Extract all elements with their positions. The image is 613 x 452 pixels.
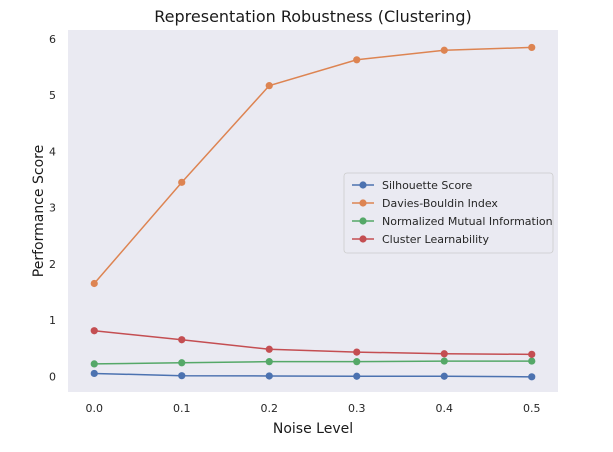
- series-line: [93, 46, 532, 285]
- y-tick-label: 2: [49, 258, 56, 271]
- series-line: [94, 329, 532, 356]
- legend-marker: [359, 217, 367, 225]
- legend-item: Cluster Learnability: [352, 233, 489, 246]
- legend-marker: [359, 181, 367, 189]
- data-point: [90, 369, 98, 378]
- data-point: [353, 348, 361, 356]
- data-point: [528, 357, 536, 365]
- chart-title: Representation Robustness (Clustering): [154, 7, 471, 26]
- data-point: [178, 372, 186, 380]
- data-point: [440, 372, 448, 380]
- series-davies-bouldin-index: [90, 43, 536, 288]
- y-tick-label: 6: [49, 33, 56, 46]
- data-point: [528, 43, 536, 52]
- x-tick-label: 0.4: [436, 402, 454, 415]
- data-point: [265, 345, 273, 353]
- data-point: [265, 82, 273, 90]
- legend-label: Normalized Mutual Information: [382, 215, 553, 228]
- series-cluster-learnability: [90, 327, 536, 358]
- legend-label: Cluster Learnability: [382, 233, 489, 246]
- y-tick-label: 0: [49, 370, 56, 383]
- x-tick-label: 0.0: [86, 402, 104, 415]
- x-axis-label: Noise Level: [273, 421, 353, 437]
- data-point: [440, 350, 448, 358]
- data-point: [353, 372, 361, 380]
- series-line: [94, 360, 532, 365]
- x-tick-label: 0.5: [523, 402, 541, 415]
- legend-label: Davies-Bouldin Index: [382, 197, 498, 210]
- legend-box: [343, 172, 554, 254]
- legend: Silhouette Score Davies-Bouldin Index Norm…: [343, 172, 554, 254]
- y-tick-label: 4: [49, 145, 56, 158]
- data-point: [178, 178, 186, 186]
- legend-item: Silhouette Score: [352, 179, 472, 192]
- data-point: [528, 373, 536, 381]
- x-axis-ticks: 0.0 0.1 0.2 0.3 0.4 0.5: [86, 402, 541, 415]
- y-tick-label: 1: [49, 314, 56, 327]
- y-tick-label: 5: [49, 89, 56, 102]
- data-point: [353, 358, 361, 366]
- data-point: [90, 327, 98, 335]
- series-line: [94, 372, 532, 378]
- data-point: [440, 357, 448, 365]
- data-point: [353, 56, 361, 64]
- x-tick-label: 0.3: [348, 402, 366, 415]
- data-point: [178, 359, 186, 367]
- series-silhouette-score: [90, 369, 536, 381]
- data-point: [90, 360, 98, 368]
- legend-marker: [359, 199, 367, 207]
- legend-item: Normalized Mutual Information: [352, 215, 553, 228]
- series-layer: [90, 43, 536, 381]
- y-axis-label: Performance Score: [31, 145, 47, 277]
- legend-marker: [359, 235, 367, 243]
- y-axis-ticks: 0 1 2 3 4 5 6: [49, 33, 56, 383]
- legend-label: Silhouette Score: [382, 179, 472, 192]
- data-point: [90, 279, 98, 288]
- data-point: [265, 372, 273, 380]
- data-point: [178, 336, 186, 344]
- series-normalized-mutual-information: [90, 357, 536, 368]
- data-point: [265, 358, 273, 366]
- data-point: [528, 350, 536, 358]
- data-point: [440, 46, 448, 54]
- x-tick-label: 0.1: [173, 402, 191, 415]
- legend-item: Davies-Bouldin Index: [352, 197, 498, 210]
- x-tick-label: 0.2: [261, 402, 279, 415]
- y-tick-label: 3: [49, 202, 56, 215]
